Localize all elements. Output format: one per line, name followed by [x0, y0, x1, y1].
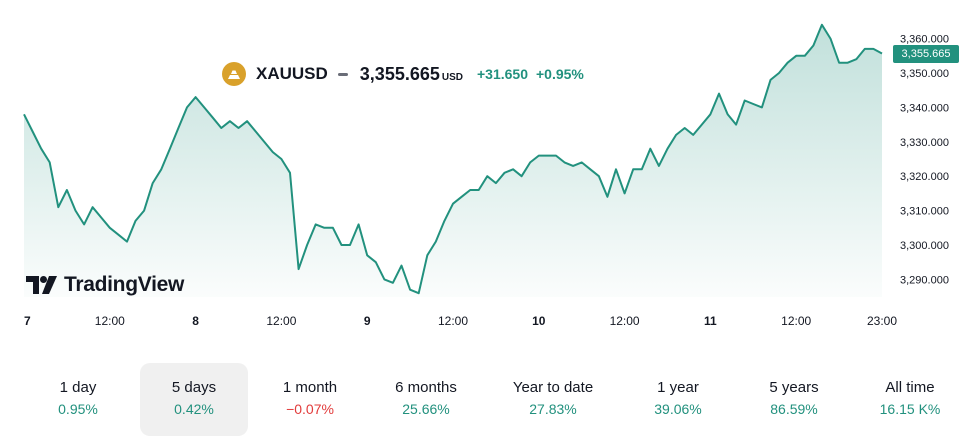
period-label: 5 years — [769, 379, 819, 396]
y-tick-label: 3,340.000 — [900, 102, 949, 114]
price-change-percent: +0.95% — [536, 66, 584, 82]
y-tick-label: 3,310.000 — [900, 206, 949, 218]
price-unit: USD — [441, 71, 463, 83]
tradingview-wordmark: TradingView — [64, 273, 185, 296]
period-change: 25.66% — [402, 401, 450, 417]
period-label: 1 month — [282, 379, 338, 396]
tradingview-icon — [26, 276, 57, 294]
period-5-days[interactable]: 5 days 0.42% — [140, 363, 248, 436]
period-label: 5 days — [171, 379, 217, 396]
period-change: 39.06% — [654, 401, 702, 417]
period-label: 1 year — [657, 379, 699, 396]
performance-periods: 1 day 0.95% 5 days 0.42% 1 month −0.07% … — [0, 363, 968, 437]
y-tick-label: 3,290.000 — [900, 274, 949, 286]
chart-canvas[interactable]: 3,360.000 3,350.000 3,340.000 3,330.000 3,32… — [0, 0, 968, 340]
price-chart[interactable]: 3,360.000 3,350.000 3,340.000 3,330.000 3,32… — [0, 0, 968, 340]
period-1-month[interactable]: 1 month −0.07% — [256, 363, 364, 436]
x-tick-label: 12:00 — [781, 314, 811, 328]
period-change: 0.42% — [174, 401, 214, 417]
period-change: 16.15 K% — [879, 401, 941, 417]
x-tick-label: 9 — [364, 314, 371, 328]
y-axis: 3,360.000 3,350.000 3,340.000 3,330.000 3,32… — [900, 34, 949, 287]
separator-dash — [337, 72, 348, 76]
current-price: 3,355.665 — [359, 63, 440, 84]
x-tick-label: 12:00 — [266, 314, 296, 328]
x-tick-label: 8 — [192, 314, 199, 328]
period-all-time[interactable]: All time 16.15 K% — [856, 363, 964, 436]
period-change: −0.07% — [286, 401, 334, 417]
x-tick-label: 10 — [532, 314, 546, 328]
period-6-months[interactable]: 6 months 25.66% — [372, 363, 480, 436]
period-label: 1 day — [59, 379, 97, 396]
period-label: All time — [885, 379, 935, 396]
period-change: 27.83% — [529, 401, 577, 417]
x-tick-label: 11 — [704, 314, 717, 328]
period-1-year[interactable]: 1 year 39.06% — [624, 363, 732, 436]
x-tick-label: 7 — [24, 314, 31, 328]
x-tick-label: 12:00 — [610, 314, 640, 328]
tradingview-logo[interactable]: TradingView — [26, 273, 184, 297]
period-label: 6 months — [395, 379, 457, 396]
period-label: Year to date — [512, 379, 594, 396]
period-change: 0.95% — [58, 401, 98, 417]
x-tick-label: 12:00 — [438, 314, 468, 328]
y-tick-label: 3,360.000 — [900, 34, 949, 46]
y-tick-label: 3,320.000 — [900, 171, 949, 183]
period-year-to-date[interactable]: Year to date 27.83% — [499, 363, 607, 436]
y-tick-label: 3,330.000 — [900, 137, 949, 149]
period-1-day[interactable]: 1 day 0.95% — [24, 363, 132, 436]
price-change: +31.650 — [477, 66, 528, 82]
period-5-years[interactable]: 5 years 86.59% — [740, 363, 848, 436]
x-tick-label: 12:00 — [95, 314, 125, 328]
symbol-name[interactable]: XAUUSD — [256, 64, 328, 83]
last-price-tag: 3,355.665 — [893, 45, 959, 63]
symbol-header: XAUUSD 3,355.665 USD +31.650 +0.95% — [222, 60, 584, 88]
x-axis: 7 12:00 8 12:00 9 12:00 10 12:00 11 12:00 23:00 — [24, 314, 897, 328]
chart-price-line — [23, 23, 883, 295]
period-change: 86.59% — [770, 401, 818, 417]
y-tick-label: 3,300.000 — [900, 240, 949, 252]
x-tick-label: 23:00 — [867, 314, 897, 328]
gold-bars-icon — [222, 62, 246, 86]
chart-area-fill — [24, 24, 882, 298]
y-tick-label: 3,350.000 — [900, 68, 949, 80]
